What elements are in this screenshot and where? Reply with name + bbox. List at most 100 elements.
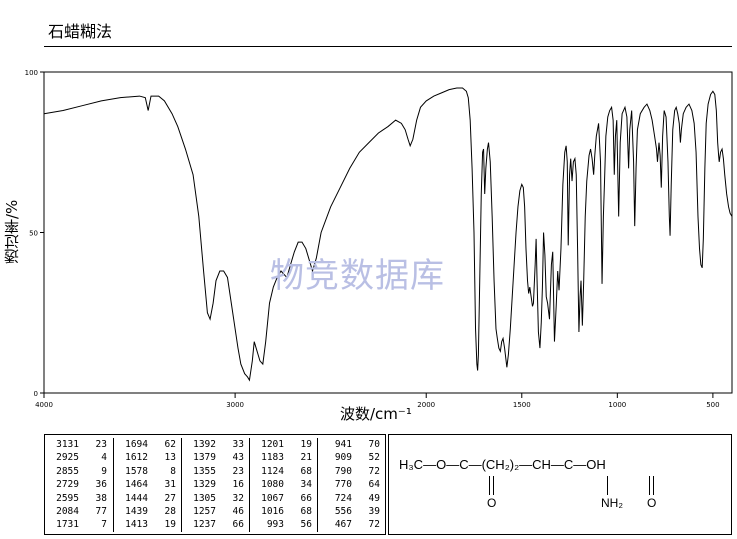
peak-wavenumber: 1444 bbox=[125, 492, 148, 504]
peak-row: 1355 23 bbox=[182, 465, 250, 478]
peak-row: 909 52 bbox=[318, 451, 386, 464]
peak-wavenumber: 1016 bbox=[261, 505, 284, 517]
peak-row: 1379 43 bbox=[182, 451, 250, 464]
x-tick-label: 2000 bbox=[417, 401, 435, 409]
peak-transmittance: 27 bbox=[164, 492, 176, 504]
methylene-chain: (CH₂)₂ bbox=[481, 457, 520, 472]
hydroxyl-group: OH bbox=[586, 457, 606, 472]
peak-row: 556 39 bbox=[318, 505, 386, 518]
peak-transmittance: 8 bbox=[170, 465, 176, 477]
y-axis-label: 透过率/% bbox=[3, 199, 21, 265]
bond-6: — bbox=[573, 457, 587, 472]
double-bond-1a bbox=[489, 476, 490, 495]
x-tick-label: 3000 bbox=[226, 401, 244, 409]
peak-transmittance: 64 bbox=[368, 479, 380, 491]
peak-wavenumber: 1305 bbox=[193, 492, 216, 504]
peak-transmittance: 66 bbox=[232, 519, 244, 531]
peak-transmittance: 33 bbox=[232, 439, 244, 450]
ir-spectrum-chart: 0 50 100 4000 3000 2000 1500 1000 500 bbox=[25, 69, 733, 409]
peak-row: 2925 4 bbox=[45, 451, 113, 464]
peak-wavenumber: 556 bbox=[334, 505, 352, 517]
peak-transmittance: 28 bbox=[164, 505, 176, 517]
peak-row: 1439 28 bbox=[114, 505, 182, 518]
peak-row: 1731 7 bbox=[45, 518, 113, 531]
peak-transmittance: 34 bbox=[300, 479, 312, 491]
double-bond-2b bbox=[653, 476, 654, 495]
peak-transmittance: 52 bbox=[368, 452, 380, 464]
peak-wavenumber: 1413 bbox=[125, 519, 148, 531]
peak-wavenumber: 1183 bbox=[261, 452, 284, 464]
peak-wavenumber: 1612 bbox=[125, 452, 148, 464]
peak-transmittance: 23 bbox=[95, 439, 107, 450]
peak-wavenumber: 1080 bbox=[261, 479, 284, 491]
watermark: 物竞数据库 bbox=[270, 256, 445, 296]
peak-wavenumber: 3131 bbox=[56, 439, 79, 450]
peak-row: 1329 16 bbox=[182, 478, 250, 491]
peak-table: 3131 23 2925 4 2855 9 2729 36 2595 38 2084 77 1731 7 … bbox=[44, 434, 386, 535]
peak-transmittance: 23 bbox=[232, 465, 244, 477]
structure-panel: H₃C—O—C—(CH₂)₂—CH—C—OH O NH₂ O bbox=[388, 434, 732, 535]
peak-row: 1201 19 bbox=[250, 438, 318, 451]
peak-wavenumber: 1578 bbox=[125, 465, 148, 477]
peak-wavenumber: 1237 bbox=[193, 519, 216, 531]
peak-transmittance: 38 bbox=[95, 492, 107, 504]
alpha-carbon: CH bbox=[532, 457, 551, 472]
peak-wavenumber: 1392 bbox=[193, 439, 216, 450]
peak-row: 3131 23 bbox=[45, 438, 113, 451]
title-divider bbox=[44, 46, 732, 47]
peak-wavenumber: 1439 bbox=[125, 505, 148, 517]
carbonyl-carbon-2: C bbox=[563, 457, 574, 472]
x-axis-label: 波数/cm⁻¹ bbox=[340, 405, 412, 423]
peak-row: 1305 32 bbox=[182, 492, 250, 505]
amine-group: NH₂ bbox=[601, 496, 623, 510]
peak-wavenumber: 1355 bbox=[193, 465, 216, 477]
bond-4: — bbox=[519, 457, 533, 472]
peak-wavenumber: 1067 bbox=[261, 492, 284, 504]
peak-wavenumber: 1694 bbox=[125, 439, 148, 450]
page-title: 石蜡糊法 bbox=[48, 22, 113, 41]
peak-transmittance: 19 bbox=[164, 519, 176, 531]
peak-wavenumber: 1124 bbox=[261, 465, 284, 477]
peak-transmittance: 4 bbox=[101, 452, 107, 464]
peak-wavenumber: 2855 bbox=[56, 465, 79, 477]
peak-row: 2729 36 bbox=[45, 478, 113, 491]
peak-wavenumber: 2729 bbox=[56, 479, 79, 491]
peak-row: 1016 68 bbox=[250, 505, 318, 518]
peak-row: 1080 34 bbox=[250, 478, 318, 491]
plot-frame bbox=[43, 71, 733, 394]
peak-wavenumber: 909 bbox=[334, 452, 352, 464]
peak-row: 993 56 bbox=[250, 518, 318, 531]
peak-wavenumber: 1731 bbox=[56, 519, 79, 531]
transmittance-series-line bbox=[43, 87, 733, 382]
peak-wavenumber: 790 bbox=[334, 465, 352, 477]
peak-wavenumber: 993 bbox=[266, 519, 284, 531]
y-tick-label: 0 bbox=[34, 390, 38, 398]
peak-row: 2084 77 bbox=[45, 505, 113, 518]
peak-wavenumber: 1464 bbox=[125, 479, 148, 491]
peak-row: 2595 38 bbox=[45, 492, 113, 505]
peak-wavenumber: 1379 bbox=[193, 452, 216, 464]
peak-wavenumber: 467 bbox=[334, 519, 352, 531]
peak-transmittance: 13 bbox=[164, 452, 176, 464]
peak-transmittance: 66 bbox=[300, 492, 312, 504]
peak-row: 1413 19 bbox=[114, 518, 182, 531]
peak-transmittance: 72 bbox=[368, 465, 380, 477]
peak-transmittance: 36 bbox=[95, 479, 107, 491]
peak-row: 1578 8 bbox=[114, 465, 182, 478]
peak-column: 1392 33 1379 43 1355 23 1329 16 1305 32 1257 46 1237… bbox=[181, 438, 250, 532]
peak-wavenumber: 1201 bbox=[261, 439, 284, 450]
amine-bond bbox=[607, 476, 608, 495]
peak-column: 941 70 909 52 790 72 770 64 724 49 556 39 467 72 bbox=[317, 438, 386, 532]
peak-row: 1612 13 bbox=[114, 451, 182, 464]
peak-wavenumber: 2084 bbox=[56, 505, 79, 517]
peak-transmittance: 21 bbox=[300, 452, 312, 464]
x-tick-label: 4000 bbox=[35, 401, 53, 409]
peak-wavenumber: 770 bbox=[334, 479, 352, 491]
peak-row: 1067 66 bbox=[250, 492, 318, 505]
peak-row: 941 70 bbox=[318, 438, 386, 451]
peak-wavenumber: 1329 bbox=[193, 479, 216, 491]
peak-row: 1183 21 bbox=[250, 451, 318, 464]
bond-3: — bbox=[468, 457, 482, 472]
bond-2: — bbox=[446, 457, 460, 472]
double-bond-1b bbox=[493, 476, 494, 495]
